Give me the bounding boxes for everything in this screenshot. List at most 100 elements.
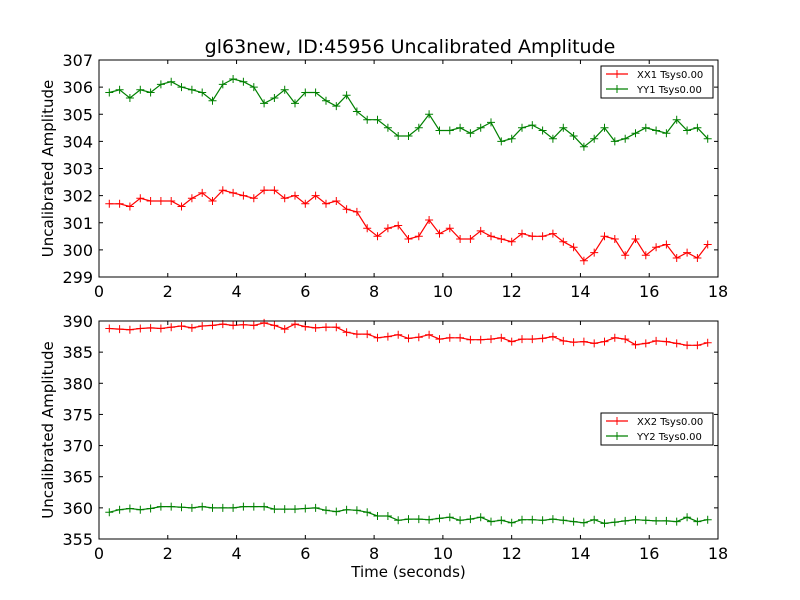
y-tick-label: 375: [62, 405, 93, 424]
data-point: [662, 240, 671, 249]
data-point: [435, 229, 444, 238]
data-point: [229, 503, 238, 512]
data-point: [559, 237, 568, 246]
data-point: [559, 516, 568, 525]
data-point: [538, 334, 547, 343]
data-point: [105, 88, 114, 97]
data-point: [621, 134, 630, 143]
data-point: [662, 337, 671, 346]
data-point: [125, 94, 134, 102]
y-axis-label: Uncalibrated Amplitude: [39, 341, 57, 518]
data-point: [610, 518, 619, 527]
data-point: [208, 96, 217, 105]
y-tick-label: 365: [62, 468, 93, 487]
x-tick-label: 0: [94, 282, 104, 301]
y-axis-label: Uncalibrated Amplitude: [39, 80, 57, 257]
data-point: [167, 502, 176, 511]
x-tick-label: 18: [708, 282, 728, 301]
data-point: [373, 512, 382, 520]
data-point: [703, 134, 712, 143]
data-point: [569, 243, 578, 252]
data-point: [249, 194, 258, 203]
data-point: [311, 503, 320, 512]
data-point: [249, 502, 258, 511]
data-point: [249, 83, 258, 92]
data-point: [260, 318, 269, 327]
data-point: [672, 115, 681, 124]
data-point: [497, 235, 506, 243]
data-point: [383, 332, 392, 341]
data-point: [373, 115, 382, 124]
data-point: [373, 333, 382, 342]
legend-marker: [613, 70, 621, 78]
x-tick-label: 16: [639, 544, 659, 563]
y-tick-label: 385: [62, 343, 93, 362]
data-point: [311, 323, 320, 332]
data-point: [610, 137, 619, 146]
data-point: [239, 320, 248, 329]
data-point: [301, 199, 310, 208]
data-point: [187, 85, 196, 94]
data-point: [435, 514, 444, 523]
data-point: [538, 516, 547, 525]
data-point: [456, 123, 465, 132]
data-point: [167, 197, 176, 205]
data-point: [177, 202, 186, 211]
data-point: [507, 518, 516, 527]
bottom-plot: 0 2 4 6 8 10 12 14 16 18 355 360 365 370 375 380 385 390 U…: [39, 312, 728, 581]
data-point: [641, 516, 650, 525]
data-point: [662, 129, 671, 138]
data-point: [621, 335, 630, 344]
x-tick-label: 18: [708, 544, 728, 563]
data-point: [177, 322, 186, 330]
data-point: [136, 324, 145, 333]
x-tick-label: 14: [570, 282, 590, 301]
data-point: [352, 207, 361, 216]
data-point: [579, 256, 588, 265]
data-point: [466, 129, 475, 138]
data-point: [167, 77, 176, 86]
legend-label: XX2 Tsys0.00: [637, 417, 703, 428]
data-point: [425, 330, 434, 339]
data-point: [249, 321, 258, 330]
data-point: [260, 99, 269, 108]
x-tick-label: 2: [163, 282, 173, 301]
data-point: [394, 330, 403, 339]
data-point: [672, 517, 681, 526]
data-point: [631, 129, 640, 138]
data-point: [538, 232, 547, 241]
data-point: [497, 516, 506, 525]
data-point: [590, 515, 599, 524]
x-tick-label: 8: [369, 282, 379, 301]
data-point: [693, 123, 702, 132]
data-point: [198, 322, 207, 330]
data-point: [280, 325, 289, 334]
data-point: [600, 232, 609, 241]
x-tick-label: 10: [433, 544, 453, 563]
legend-item: XX2 Tsys0.00: [606, 417, 703, 428]
data-point: [456, 333, 465, 342]
y-tick-label: 380: [62, 374, 93, 393]
data-point: [404, 515, 413, 524]
data-point: [507, 237, 516, 246]
series-2: [105, 75, 712, 151]
legend-item: YY2 Tsys0.00: [606, 432, 702, 443]
data-point: [476, 226, 485, 235]
data-point: [487, 118, 495, 127]
data-point: [342, 328, 351, 337]
data-point: [115, 325, 124, 334]
data-point: [322, 323, 330, 332]
data-point: [476, 123, 485, 132]
data-point: [528, 335, 537, 344]
data-point: [136, 505, 145, 514]
data-point: [693, 517, 702, 526]
data-point: [476, 513, 485, 522]
data-point: [198, 502, 207, 511]
data-point: [487, 335, 495, 344]
legend-label: YY1 Tsys0.00: [636, 85, 702, 96]
legend-item: XX1 Tsys0.00: [606, 70, 703, 81]
data-point: [425, 216, 434, 224]
x-tick-label: 4: [231, 282, 241, 301]
x-tick-label: 12: [501, 544, 521, 563]
x-tick-label: 14: [570, 544, 590, 563]
